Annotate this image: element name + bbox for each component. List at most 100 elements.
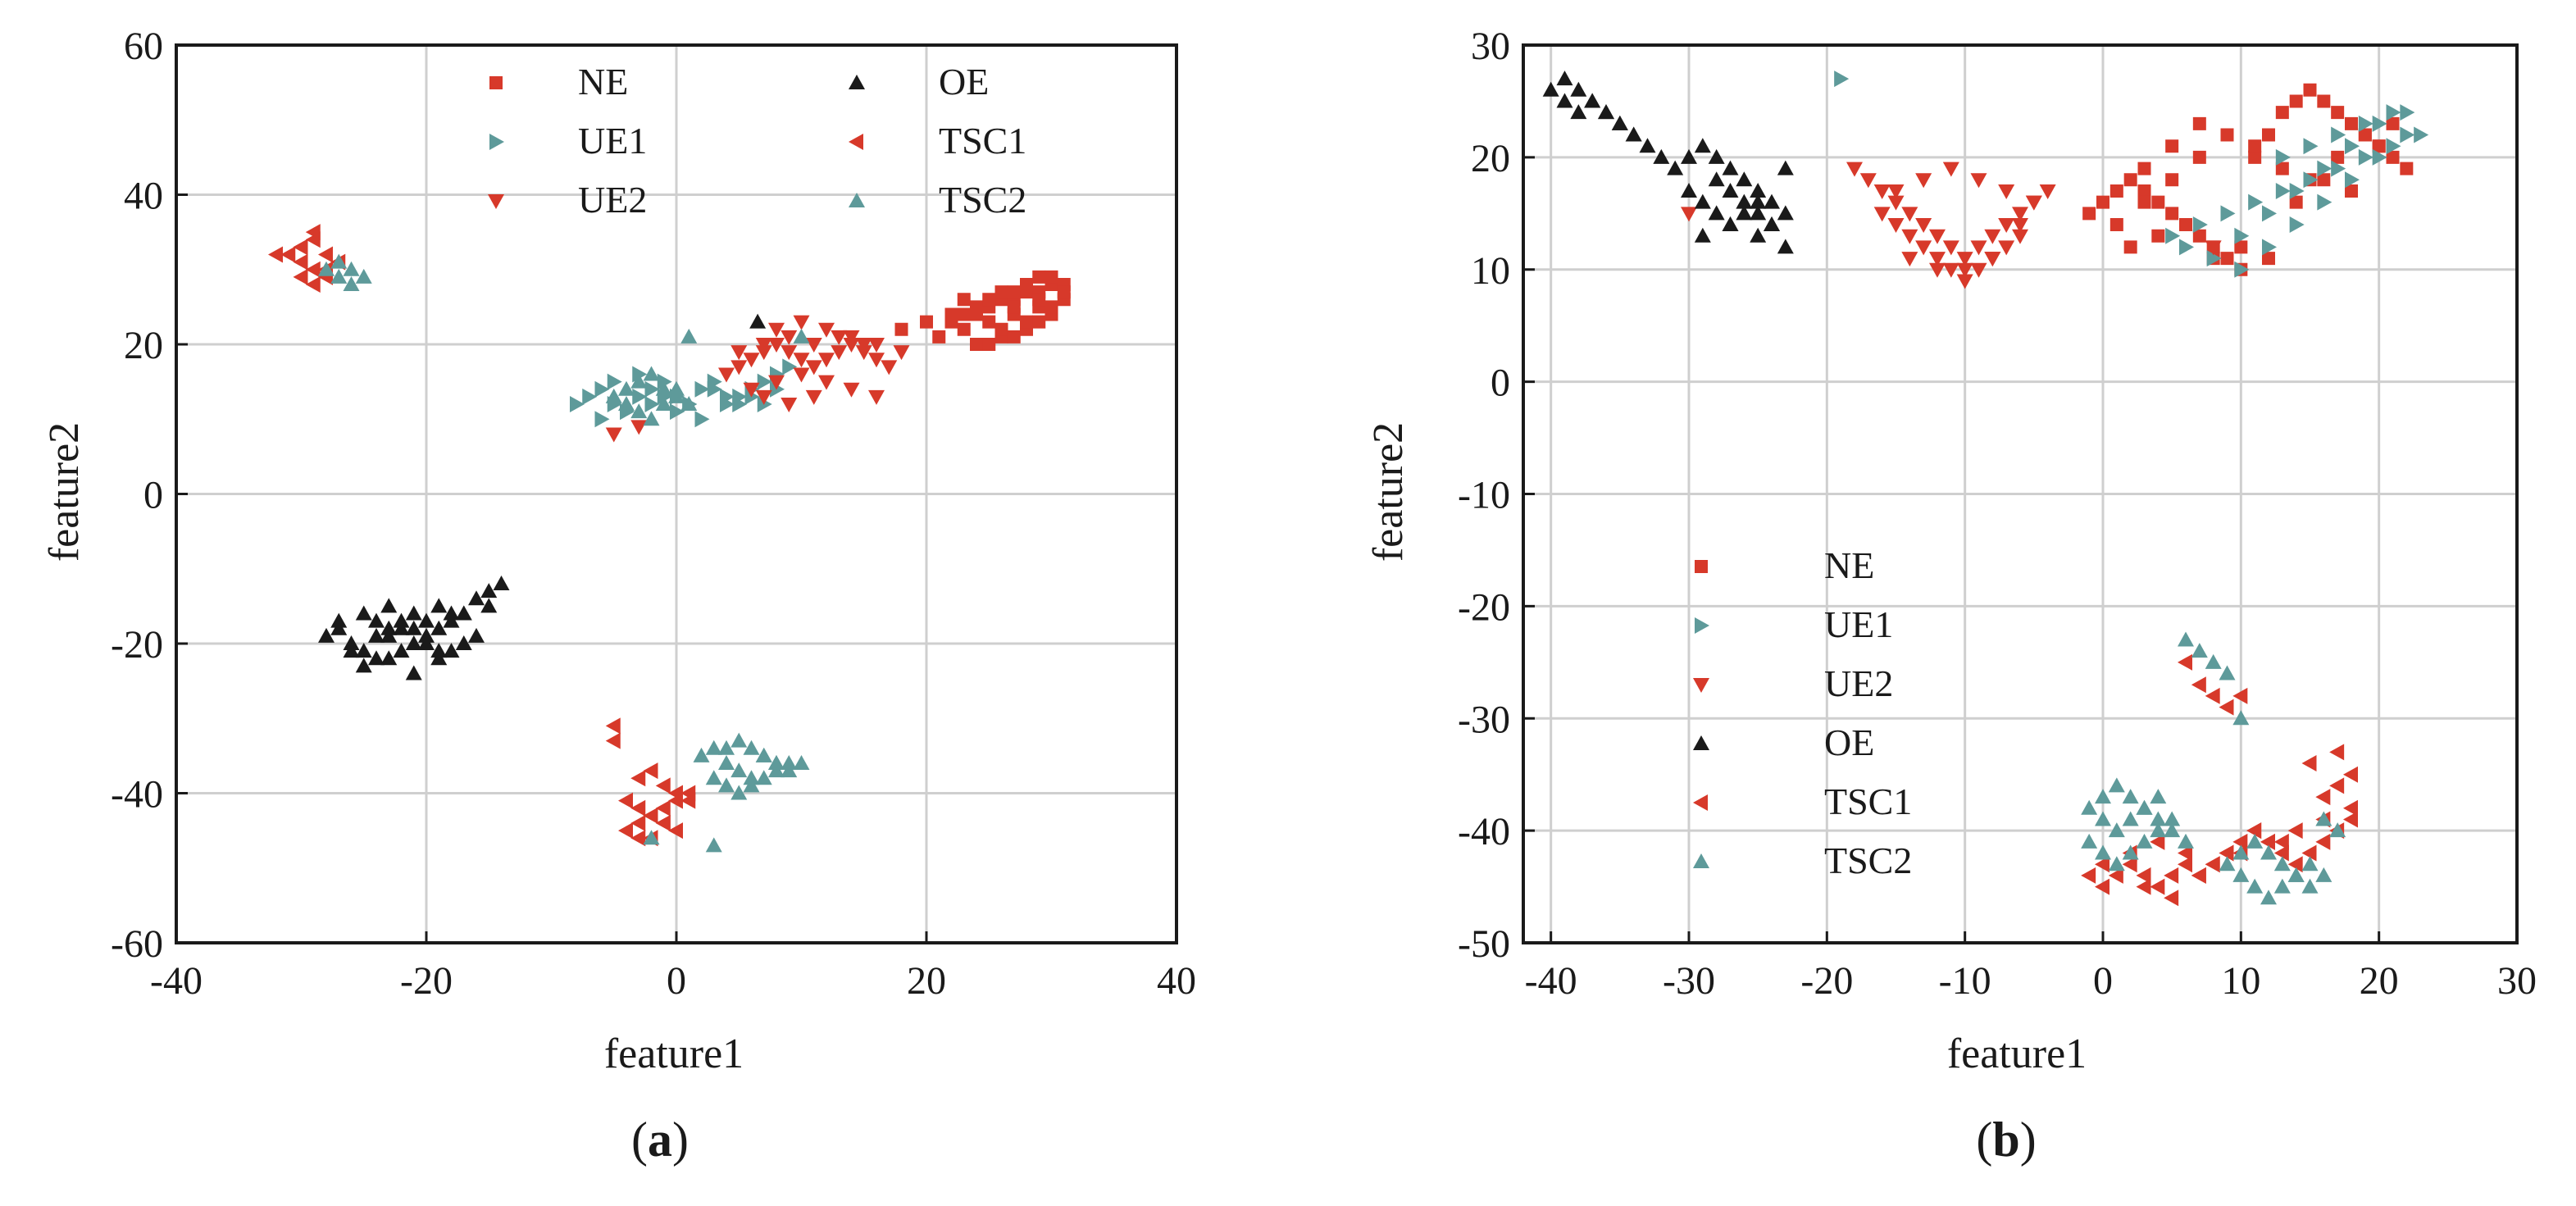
point-oe-b: [1584, 93, 1601, 108]
point-tsc2-b: [2178, 631, 2194, 647]
point-tsc1-a: [618, 822, 633, 840]
point-oe-a: [405, 635, 422, 650]
point-ne-b: [2400, 162, 2414, 175]
ytick-label-a-5: 40: [124, 175, 163, 218]
ylabel-b: feature2: [1365, 422, 1412, 562]
point-tsc1-b: [2343, 799, 2358, 817]
point-ue2-b: [1956, 262, 1973, 278]
point-ue2-a: [843, 382, 860, 398]
ytick-label-b-2: -30: [1458, 698, 1510, 741]
legend-label-oe-b: OE: [1824, 721, 1874, 763]
point-ue2-a: [630, 420, 648, 435]
legend-label-oe-a: OE: [939, 61, 989, 102]
point-ue1-b: [2345, 171, 2360, 189]
point-tsc1-b: [2329, 777, 2345, 794]
point-oe-a: [355, 605, 372, 621]
point-oe-a: [368, 627, 385, 643]
point-ue2-b: [1942, 240, 1959, 256]
point-tsc1-a: [630, 770, 646, 787]
point-ue1-b: [2262, 239, 2277, 256]
point-tsc1-b: [2205, 687, 2220, 704]
point-ne-b: [2165, 173, 2179, 187]
ytick-label-b-5: 0: [1491, 362, 1510, 405]
point-ue1-b: [2358, 148, 2373, 166]
point-tsc1-b: [2122, 856, 2137, 873]
point-ne-b: [2317, 94, 2331, 108]
point-ne-a: [1045, 270, 1058, 284]
point-oe-a: [355, 658, 372, 673]
point-tsc1-a: [280, 246, 296, 263]
point-ue1-b: [2317, 160, 2333, 177]
point-ue2-a: [768, 338, 785, 353]
panel-a: feature2 feature1 (a) -40 -20 0 20 40-60-40-…: [41, 25, 1196, 1167]
point-oe-b: [1722, 182, 1739, 198]
point-ne-b: [2123, 240, 2137, 254]
xtick-label-b-3: -10: [1939, 959, 1991, 1003]
series-ne-b: [2082, 83, 2414, 276]
point-ue2-b: [1887, 195, 1905, 211]
point-oe-b: [1736, 171, 1753, 187]
legend-b: NE UE1 UE2 OE TSC1 TSC2: [1693, 544, 1912, 881]
point-tsc2-a: [768, 762, 785, 778]
point-ne-b: [2109, 184, 2123, 198]
legend-marker-ue1-a: [489, 134, 504, 150]
series-tsc1-b: [2081, 653, 2358, 907]
point-ue2-b: [1984, 229, 2001, 244]
legend-marker-oe-a: [849, 75, 865, 89]
point-ue2-b: [2025, 195, 2042, 211]
legend-marker-tsc1-a: [849, 134, 863, 150]
xtick-label-a-4: 40: [1157, 959, 1196, 1003]
point-tsc2-b: [2329, 822, 2346, 838]
point-ue2-b: [1929, 252, 1946, 267]
point-oe-a: [355, 643, 372, 658]
point-oe-b: [1556, 71, 1573, 86]
point-tsc1-a: [318, 246, 333, 263]
point-tsc1-a: [668, 822, 683, 840]
point-ue1-b: [2386, 138, 2401, 155]
point-tsc2-b: [2246, 833, 2264, 849]
point-ne-a: [970, 307, 983, 321]
point-ue2-a: [793, 353, 810, 368]
point-tsc2-a: [781, 762, 798, 778]
point-oe-a: [380, 598, 398, 613]
point-tsc2-b: [2095, 789, 2111, 804]
point-tsc1-b: [2095, 878, 2109, 895]
point-ue2-a: [893, 345, 910, 361]
point-oe-b: [1777, 160, 1794, 175]
point-ne-b: [2262, 128, 2275, 142]
point-tsc1-a: [305, 224, 321, 241]
point-oe-b: [1708, 148, 1725, 164]
point-tsc2-a: [318, 261, 335, 276]
ytick-label-a-6: 60: [124, 25, 163, 68]
point-ne-b: [2165, 207, 2179, 221]
point-oe-a: [343, 635, 360, 650]
point-ue2-b: [2012, 229, 2028, 244]
point-oe-a: [455, 605, 472, 621]
point-tsc2-a: [655, 396, 672, 411]
point-tsc2-a: [705, 770, 722, 785]
xlabel-b: feature1: [1947, 1031, 2087, 1077]
point-ne-a: [1007, 300, 1021, 314]
point-oe-a: [443, 643, 460, 658]
point-ne-b: [2137, 184, 2151, 198]
point-tsc2-a: [330, 253, 348, 269]
point-ue2-a: [743, 382, 760, 398]
point-oe-a: [418, 635, 435, 650]
point-ue1-a: [607, 373, 622, 390]
point-ue1-a: [594, 411, 610, 428]
point-oe-b: [1570, 81, 1587, 97]
point-ne-b: [2372, 139, 2386, 153]
point-tsc2-a: [755, 747, 772, 762]
point-ne-b: [2248, 150, 2262, 164]
point-oe-a: [318, 627, 335, 643]
point-ue1-b: [2165, 227, 2181, 244]
point-tsc2-b: [2301, 856, 2319, 872]
point-tsc1-b: [2343, 766, 2358, 783]
point-tsc2-b: [2232, 710, 2250, 726]
legend-marker-ne-b: [1695, 560, 1708, 573]
series-tsc2-b: [2081, 631, 2346, 905]
point-tsc1-b: [2232, 687, 2248, 704]
point-ue1-a: [720, 396, 735, 412]
point-tsc1-b: [2150, 833, 2165, 850]
point-tsc1-a: [643, 807, 658, 824]
